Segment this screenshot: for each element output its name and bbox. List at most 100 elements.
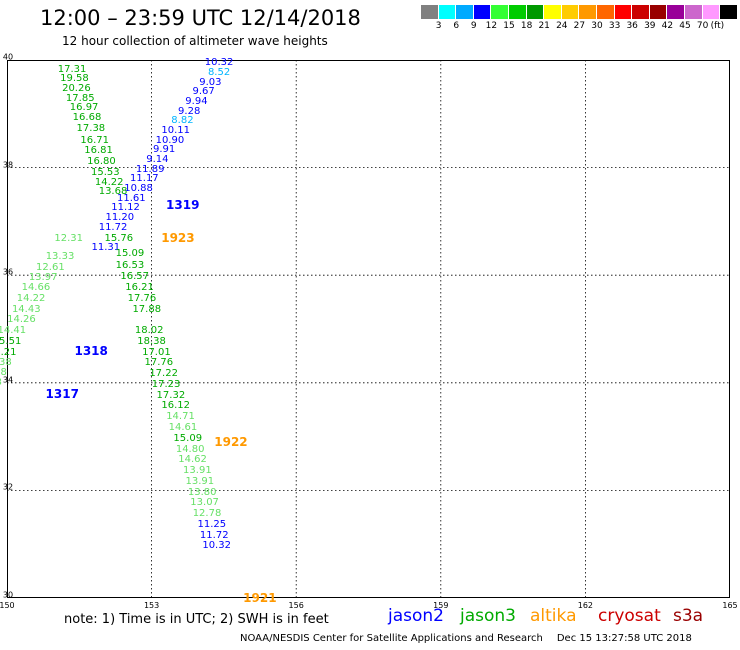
scale-label: 45	[679, 21, 691, 31]
track-label: 1923	[161, 230, 195, 245]
wave-height-value: 17.76	[127, 292, 157, 304]
wave-height-value: 8.52	[207, 66, 231, 78]
scale-label: 15	[503, 21, 515, 31]
wave-height-value: 15.53	[90, 166, 120, 178]
wave-height-value: 14.43	[11, 303, 41, 315]
track-label: 1317	[45, 386, 79, 401]
wave-height-value: 14.41	[0, 325, 27, 337]
wave-height-value: 17.88	[132, 303, 162, 315]
wave-height-value: 11.89	[135, 163, 165, 175]
scale-swatch	[596, 5, 615, 19]
map-frame	[7, 60, 730, 598]
wave-height-value: 13.91	[185, 475, 215, 487]
wave-height-value: 14.22	[94, 176, 124, 188]
wave-height-value: 8.82	[171, 115, 194, 127]
wave-height-value: 9.94	[185, 95, 208, 107]
wave-height-value: 18.02	[134, 325, 164, 337]
wave-height-value: 10.11	[161, 125, 191, 137]
page-subtitle: 12 hour collection of altimeter wave hei…	[62, 34, 328, 48]
wave-height-value: 15.09	[115, 247, 145, 259]
wave-height-color-scale: 3 6 9 12 15 18 21 24 27 30 33 36 39 42 45 70 (ft)	[421, 5, 740, 33]
legend-item-cryosat: cryosat	[598, 606, 661, 626]
wave-height-value: 17.38	[76, 122, 106, 134]
y-tick-label: 38	[2, 160, 14, 170]
scale-swatch	[561, 5, 580, 19]
wave-height-value: 17.01	[142, 346, 171, 358]
wave-height-value: 16.53	[115, 259, 145, 271]
scale-label: 33	[608, 21, 621, 31]
scale-swatch	[526, 5, 545, 19]
scale-label: 27	[573, 21, 586, 31]
scale-label: 12	[485, 21, 498, 31]
wave-height-value: 11.25	[197, 518, 227, 530]
scale-label: 18	[520, 21, 533, 31]
x-tick-label: 159	[433, 601, 449, 610]
scale-swatch	[438, 5, 457, 19]
scale-swatch	[684, 5, 703, 19]
wave-height-value: 13.68	[0, 367, 7, 379]
wave-height-value: 15.09	[173, 432, 203, 444]
units-note: note: 1) Time is in UTC; 2) SWH is in fe…	[64, 612, 329, 627]
scale-swatch	[508, 5, 527, 19]
y-tick-label: 36	[2, 267, 14, 277]
wave-height-value: 10.88	[124, 183, 153, 195]
wave-height-value: 9.14	[146, 154, 169, 166]
wave-height-value: 9.03	[199, 76, 222, 88]
wave-height-value: 17.76	[144, 357, 174, 369]
x-tick-label: 150	[0, 601, 15, 610]
wave-height-value: 11.61	[117, 192, 146, 204]
wave-height-value: 11.72	[199, 529, 229, 541]
wave-height-value: 16.71	[80, 134, 110, 146]
wave-height-value: 20.26	[62, 83, 91, 95]
wave-height-value: 9.28	[178, 105, 201, 117]
wave-height-value: 14.80	[175, 443, 205, 455]
scale-swatch	[614, 5, 633, 19]
footer-timestamp: Dec 15 13:27:58 UTC 2018	[556, 633, 692, 644]
scale-label: 21	[538, 21, 550, 31]
wave-height-value: 13.91	[183, 465, 212, 477]
scale-swatch	[456, 5, 474, 19]
legend-item-jason3: jason3	[460, 606, 516, 626]
wave-height-value: 13.68	[98, 186, 128, 198]
wave-height-value: 18.38	[137, 335, 166, 347]
wave-height-value: 11.72	[98, 221, 128, 233]
scale-swatch	[491, 5, 509, 19]
wave-height-value: 17.22	[149, 368, 178, 380]
wave-height-value: 14.22	[16, 292, 46, 304]
wave-height-value: 16.12	[161, 400, 191, 412]
track-label: 1921	[243, 591, 277, 605]
scale-label: 6	[453, 21, 460, 31]
scale-label: 24	[556, 21, 568, 31]
wave-height-value: 14.62	[178, 454, 207, 466]
map-grid	[7, 60, 730, 598]
legend-item-s3a: s3a	[673, 606, 704, 626]
wave-height-value: 17.32	[156, 389, 186, 401]
footer-credit: NOAA/NESDIS Center for Satellite Applica…	[240, 633, 543, 644]
scale-unit: (ft)	[710, 21, 725, 31]
wave-height-value: 14.61	[168, 421, 198, 433]
wave-height-value: 9.67	[192, 86, 215, 98]
wave-height-value: 16.81	[84, 145, 113, 157]
wave-height-value: 19.58	[60, 73, 89, 85]
scale-label: 9	[470, 21, 477, 31]
scale-swatch	[702, 5, 721, 19]
track-label: 1319	[166, 198, 200, 213]
x-tick-label: 162	[577, 601, 594, 610]
wave-height-value: 17.31	[57, 63, 87, 75]
x-tick-label: 153	[143, 601, 160, 610]
wave-height-value: 15.21	[0, 346, 17, 358]
scale-swatch	[632, 5, 650, 19]
legend-item-jason2: jason2	[388, 606, 444, 626]
altimeter-map: 150 153 156 159 162 165 40 38 36 34 32 30 10.32 8.52 9…	[0, 53, 738, 611]
x-tick-label: 156	[288, 601, 304, 610]
scale-label: 30	[591, 21, 603, 31]
page-title: 12:00 – 23:59 UTC 12/14/2018	[40, 6, 361, 30]
y-tick-label: 40	[2, 52, 14, 62]
wave-height-value: 15.51	[0, 335, 22, 347]
y-tick-label: 34	[2, 375, 14, 385]
scale-label: 39	[644, 21, 656, 31]
scale-swatch	[421, 5, 439, 19]
wave-height-value: 12.61	[36, 261, 65, 273]
scale-label: 36	[626, 21, 638, 31]
scale-swatch	[720, 5, 738, 19]
